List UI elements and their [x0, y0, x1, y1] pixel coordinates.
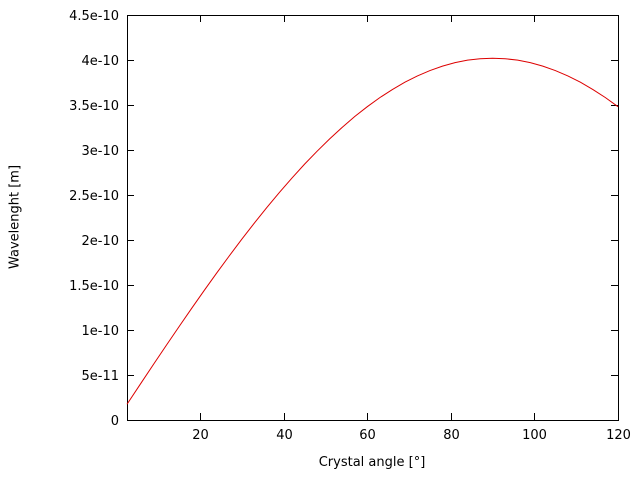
curve-wavelength [126, 57, 619, 405]
x-tick-label: 80 [443, 428, 460, 443]
y-tick-label: 1.5e-10 [69, 279, 119, 294]
y-tick-label: 0 [111, 414, 119, 429]
x-tick-label: 100 [522, 428, 547, 443]
y-tick-label: 4e-10 [81, 54, 119, 69]
x-axis-label: Crystal angle [°] [318, 455, 426, 470]
y-axis-label: Wavelenght [m] [7, 164, 23, 270]
plot-border [127, 15, 619, 421]
y-tick-label: 2.5e-10 [69, 189, 119, 204]
x-tick-label: 120 [606, 428, 631, 443]
y-tick-label: 1e-10 [81, 324, 119, 339]
y-tick-label: 3.5e-10 [69, 99, 119, 114]
x-tick-label: 20 [192, 428, 209, 443]
y-tick-label: 3e-10 [81, 144, 119, 159]
x-tick-label: 40 [276, 428, 293, 443]
y-tick-label: 4.5e-10 [69, 9, 119, 24]
y-tick-label: 2e-10 [81, 234, 119, 249]
x-tick-label: 60 [359, 428, 376, 443]
y-tick-label: 5e-11 [81, 369, 119, 384]
